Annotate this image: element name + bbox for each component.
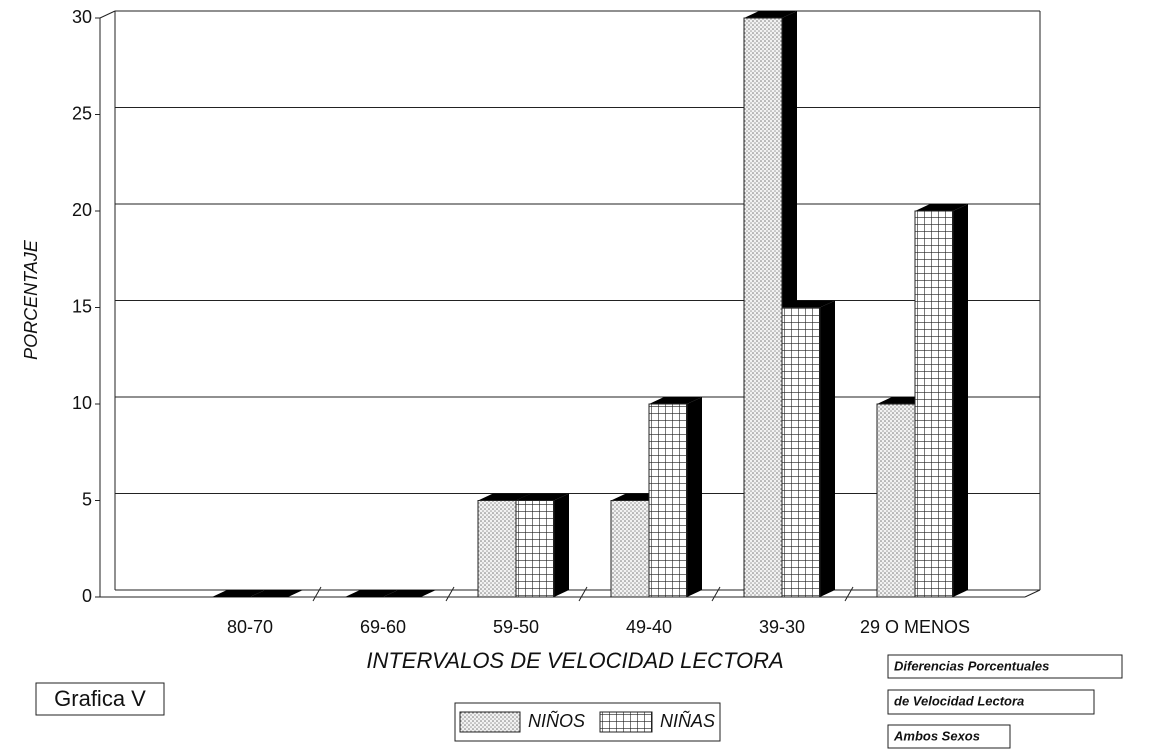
caption-box [35,682,165,716]
y-tick-label: 15 [72,296,92,316]
bar-top [915,204,968,211]
bar [743,17,783,598]
bar-top [516,493,569,501]
x-tick [844,586,854,602]
legend-label: NIÑOS [528,710,585,731]
bar [515,500,555,598]
note: Diferencias Porcentuales [894,658,1049,673]
legend-swatch [599,711,653,733]
bar [477,500,517,598]
bar [876,403,916,598]
y-tick-label: 5 [82,489,92,509]
bar [610,500,650,598]
floor-right [1024,589,1041,598]
x-tick-label: 49-40 [626,617,672,637]
legend-swatch [459,711,521,733]
bar-top [782,300,835,308]
x-tick-label: 59-50 [493,617,539,637]
x-tick [445,586,455,602]
y-tick-label: 10 [72,393,92,413]
x-tick [312,586,322,602]
top-edge [99,10,116,19]
note: de Velocidad Lectora [894,693,1024,708]
x-tick-label: 80-70 [227,617,273,637]
bar-top [383,590,436,597]
caption: Grafica V [54,686,146,711]
x-tick [711,586,721,602]
bar [781,307,821,598]
bar-side [687,397,702,597]
y-tick-label: 25 [72,103,92,123]
bar-top [345,590,398,597]
x-axis-title: INTERVALOS DE VELOCIDAD LECTORA [366,648,783,673]
x-tick [578,586,588,602]
bar-side [554,493,569,597]
bar-top [478,493,531,501]
bar-top [744,11,797,18]
legend-box [454,702,721,742]
x-tick-label: 29 O MENOS [860,617,970,637]
x-tick-label: 69-60 [360,617,406,637]
bar-side [953,204,968,597]
y-axis-title: PORCENTAJE [21,239,41,360]
bar [914,210,954,598]
bar [648,403,688,598]
x-tick-label: 39-30 [759,617,805,637]
bar-top [250,590,303,597]
bar-side [820,300,835,597]
legend-label: NIÑAS [660,710,715,731]
y-tick-label: 0 [82,586,92,606]
y-tick-label: 30 [72,7,92,27]
note: Ambos Sexos [893,728,980,743]
bar-top [649,397,702,404]
note-box [887,689,1095,715]
y-tick-label: 20 [72,200,92,220]
note-box [887,724,1011,749]
note-box [887,654,1123,679]
bar-top [212,590,265,597]
